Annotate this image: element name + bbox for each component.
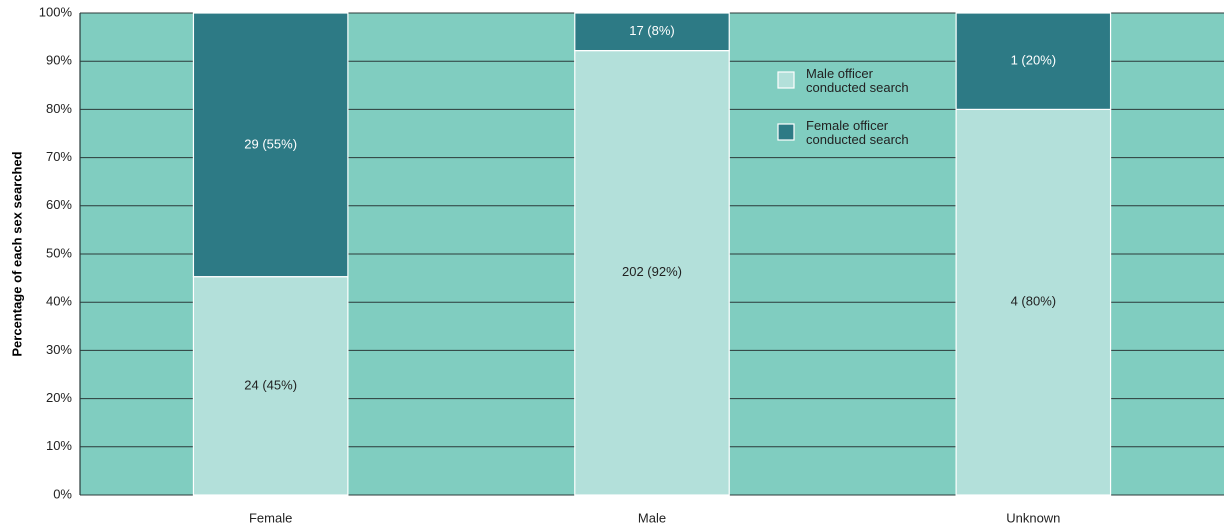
bar-segment bbox=[574, 49, 730, 496]
y-tick-label: 100% bbox=[39, 4, 73, 19]
legend-swatch bbox=[777, 123, 795, 141]
data-label: 1 (20%) bbox=[1011, 53, 1057, 68]
bar-segment bbox=[192, 276, 349, 496]
x-tick-label: Female bbox=[249, 510, 292, 525]
bar-segment bbox=[955, 12, 1112, 111]
y-tick-label: 50% bbox=[46, 245, 72, 260]
y-tick-label: 30% bbox=[46, 342, 72, 357]
y-tick-label: 70% bbox=[46, 149, 72, 164]
y-tick-label: 20% bbox=[46, 390, 72, 405]
y-tick-label: 40% bbox=[46, 294, 72, 309]
data-label: 24 (45%) bbox=[244, 377, 297, 392]
y-tick-label: 10% bbox=[46, 438, 72, 453]
y-tick-label: 90% bbox=[46, 53, 72, 68]
bar-segment bbox=[192, 12, 349, 278]
data-label: 202 (92%) bbox=[622, 264, 682, 279]
bar-segment bbox=[574, 12, 730, 52]
legend-label: Female officer conducted search bbox=[806, 118, 909, 147]
data-label: 4 (80%) bbox=[1011, 294, 1057, 309]
data-label: 29 (55%) bbox=[244, 136, 297, 151]
x-tick-label: Male bbox=[638, 510, 666, 525]
data-label: 17 (8%) bbox=[629, 23, 675, 38]
legend-swatch bbox=[777, 71, 795, 89]
y-tick-label: 0% bbox=[53, 486, 72, 501]
y-tick-label: 60% bbox=[46, 197, 72, 212]
legend-label: Male officer conducted search bbox=[806, 66, 909, 95]
y-axis-label: Percentage of each sex searched bbox=[9, 151, 24, 356]
y-tick-label: 80% bbox=[46, 101, 72, 116]
bar-segment bbox=[955, 108, 1112, 496]
x-tick-label: Unknown bbox=[1006, 510, 1060, 525]
